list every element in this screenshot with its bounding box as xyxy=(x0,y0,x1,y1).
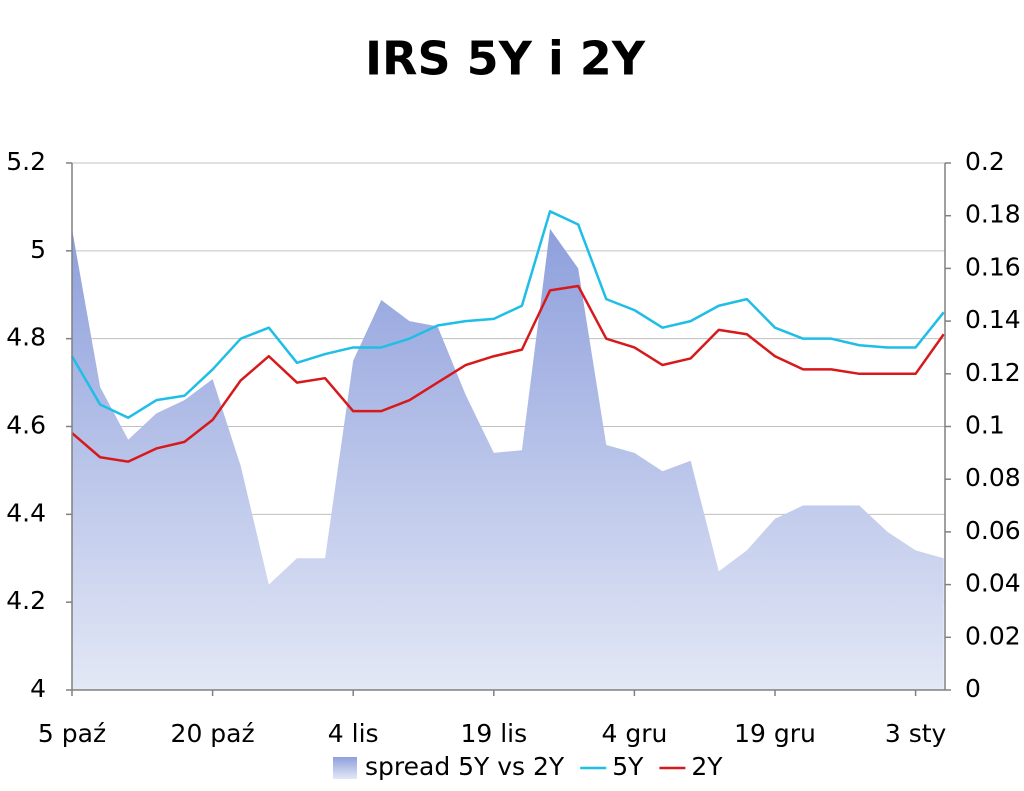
series-line xyxy=(70,210,945,419)
y2-tick-label: 0.14 xyxy=(965,305,1021,334)
y2-tick-label: 0.2 xyxy=(965,147,1005,176)
y2-tick-label: 0.12 xyxy=(965,358,1021,387)
legend-swatch xyxy=(333,757,357,779)
x-tick-label: 20 paź xyxy=(171,719,255,748)
y-tick-label: 5 xyxy=(30,235,46,264)
y2-tick-label: 0 xyxy=(965,674,981,703)
legend-label: 5Y xyxy=(612,752,644,781)
x-tick-label: 4 lis xyxy=(328,719,379,748)
y2-tick-label: 0.18 xyxy=(965,200,1021,229)
y-tick-label: 4.8 xyxy=(6,323,46,352)
y-tick-label: 4 xyxy=(30,674,46,703)
y2-tick-label: 0.16 xyxy=(965,252,1021,281)
series-line xyxy=(71,284,945,463)
x-tick-label: 4 gru xyxy=(601,719,667,748)
y-tick-label: 4.4 xyxy=(6,498,46,527)
y-tick-label: 4.2 xyxy=(6,586,46,615)
y-tick-label: 5.2 xyxy=(6,147,46,176)
y-tick-label: 4.6 xyxy=(6,411,46,440)
x-tick-label: 19 lis xyxy=(460,719,527,748)
legend-label: spread 5Y vs 2Y xyxy=(365,752,565,781)
y2-tick-label: 0.04 xyxy=(965,569,1021,598)
y2-tick-label: 0.08 xyxy=(965,463,1021,492)
x-tick-label: 5 paź xyxy=(38,719,106,748)
y2-tick-label: 0.02 xyxy=(965,621,1021,650)
spread-area xyxy=(72,228,944,690)
legend-label: 2Y xyxy=(691,752,723,781)
chart-title: IRS 5Y i 2Y xyxy=(365,32,646,86)
y2-tick-label: 0.1 xyxy=(965,411,1005,440)
y2-tick-label: 0.06 xyxy=(965,516,1021,545)
x-tick-label: 19 gru xyxy=(734,719,816,748)
x-tick-label: 3 sty xyxy=(885,719,947,748)
